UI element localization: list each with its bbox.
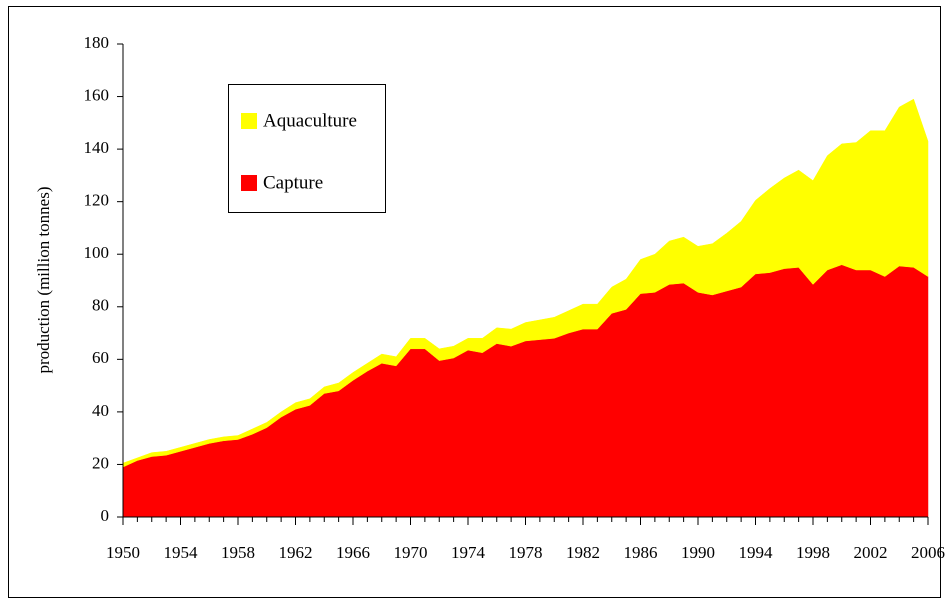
x-tick-label: 1998 <box>796 543 830 562</box>
x-tick-label: 1986 <box>624 543 658 562</box>
x-tick-label: 1978 <box>509 543 543 562</box>
x-tick-label: 1974 <box>451 543 486 562</box>
plot: 0 20 40 60 80 100 120 140 160 180 1950 1954 1958 1962… <box>84 33 946 562</box>
y-tick-label: 0 <box>101 506 110 525</box>
legend-swatch <box>241 175 257 191</box>
legend-label: Capture <box>263 172 323 193</box>
x-tick-label: 2006 <box>911 543 945 562</box>
x-tick-label: 1958 <box>221 543 255 562</box>
chart-border <box>8 6 941 598</box>
y-tick-label: 60 <box>92 348 109 367</box>
x-tick-label: 1954 <box>164 543 199 562</box>
x-tick-label: 1990 <box>681 543 715 562</box>
y-tick-label: 40 <box>92 401 109 420</box>
y-tick-label: 120 <box>84 191 110 210</box>
legend-box <box>228 84 386 213</box>
x-tick-label: 1966 <box>336 543 370 562</box>
legend-label: Aquaculture <box>263 110 357 131</box>
y-tick-label: 160 <box>84 85 110 104</box>
x-tick-label: 1994 <box>739 543 774 562</box>
x-tick-label: 1982 <box>566 543 600 562</box>
area <box>122 264 929 518</box>
y-axis-label: production (million tonnes) <box>34 187 53 374</box>
y-tick-label: 140 <box>84 138 110 157</box>
y-tick-label: 100 <box>84 243 110 262</box>
area <box>122 98 929 468</box>
x-tick-label: 1970 <box>394 543 428 562</box>
legend-swatch <box>241 113 257 129</box>
y-tick-label: 80 <box>92 296 109 315</box>
y-tick-label: 20 <box>92 453 109 472</box>
x-tick-label: 2002 <box>854 543 888 562</box>
x-tick-label: 1950 <box>106 543 140 562</box>
y-tick-label: 180 <box>84 33 110 52</box>
x-tick-label: 1962 <box>279 543 313 562</box>
legend: Aquaculture Capture <box>241 110 357 193</box>
